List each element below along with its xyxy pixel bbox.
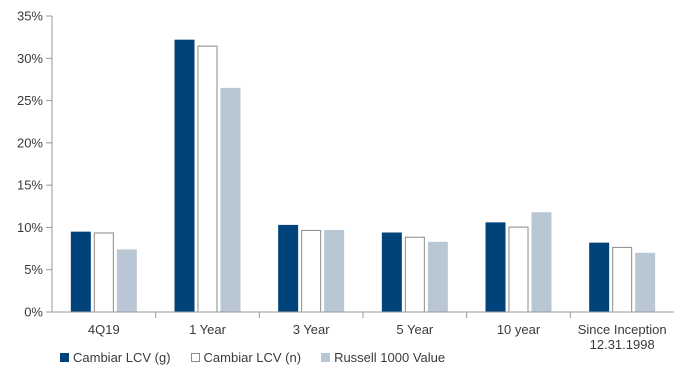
bar-series-1 xyxy=(174,39,195,313)
bar-series-3 xyxy=(220,87,241,312)
y-axis: 0% 5% 10% 15% 20% 25% 30% 35% xyxy=(17,9,53,320)
bar-series-1 xyxy=(278,224,299,312)
bars xyxy=(70,39,656,313)
legend-item-series-3: Russell 1000 Value xyxy=(321,350,445,365)
y-tick-label: 15% xyxy=(17,178,43,193)
bar-series-1 xyxy=(485,222,506,312)
x-tick-label: 10 year xyxy=(497,322,541,337)
legend-item-series-1: Cambiar LCV (g) xyxy=(60,350,171,365)
x-tick-label: 4Q19 xyxy=(88,322,120,337)
legend: Cambiar LCV (g) Cambiar LCV (n) Russell … xyxy=(60,349,465,365)
x-tick-label: 1 Year xyxy=(189,322,227,337)
legend-label-series-2: Cambiar LCV (n) xyxy=(203,349,302,365)
bar-series-3 xyxy=(427,241,448,312)
bar-series-1 xyxy=(381,232,402,312)
y-tick-label: 0% xyxy=(24,305,43,320)
bar-series-1 xyxy=(70,231,91,312)
bar-series-3 xyxy=(324,229,345,312)
bar-series-2 xyxy=(197,45,218,313)
x-tick-label: 3 Year xyxy=(293,322,331,337)
bar-series-3 xyxy=(531,212,552,312)
legend-item-series-2: Cambiar LCV (n) xyxy=(190,349,302,365)
bar-series-2 xyxy=(301,229,322,313)
legend-label-series-1: Cambiar LCV (g) xyxy=(73,349,171,365)
y-tick-label: 10% xyxy=(17,220,43,235)
bar-series-3 xyxy=(116,249,137,312)
bar-series-1 xyxy=(589,242,610,312)
bar-series-2 xyxy=(612,246,633,313)
bar-series-2 xyxy=(404,236,425,313)
legend-swatch-series-3 xyxy=(321,352,331,362)
y-tick-label: 30% xyxy=(17,51,43,66)
legend-swatch-series-1 xyxy=(60,352,69,362)
bar-series-2 xyxy=(93,232,114,313)
y-tick-label: 5% xyxy=(24,262,43,277)
bar-series-2 xyxy=(508,226,529,313)
x-axis: 4Q19 1 Year 3 Year 5 Year 10 year Since Incep… xyxy=(52,311,674,352)
x-tick-label: Since Inception 12.31.1998 xyxy=(578,322,667,352)
legend-swatch-series-2 xyxy=(190,352,200,362)
x-tick-label: 5 Year xyxy=(396,322,434,337)
y-tick-label: 20% xyxy=(17,135,43,150)
bar-series-3 xyxy=(635,252,656,312)
legend-label-series-3: Russell 1000 Value xyxy=(334,349,446,365)
y-tick-label: 35% xyxy=(17,9,43,24)
y-tick-label: 25% xyxy=(17,93,43,108)
